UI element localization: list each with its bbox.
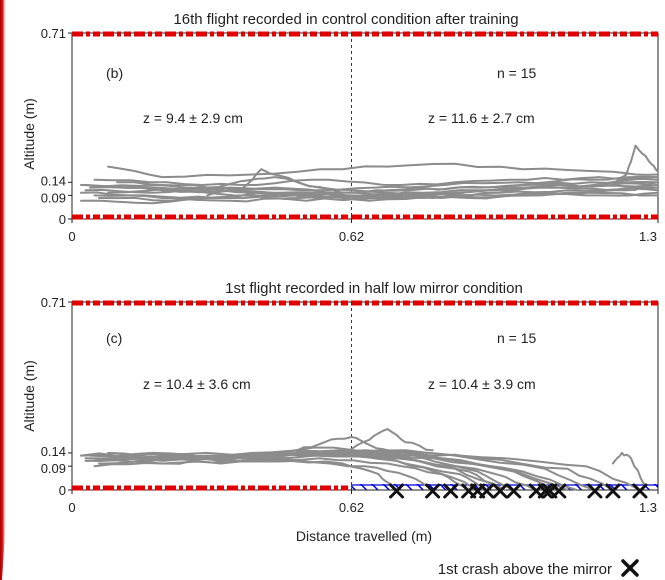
panel-b-z-right: z = 11.6 ± 2.7 cm bbox=[428, 110, 535, 126]
y-tick-label: 0.71 bbox=[41, 26, 66, 41]
crash-stroke bbox=[389, 483, 405, 499]
crash-marker bbox=[506, 483, 522, 499]
x-tick-label: 0.62 bbox=[339, 500, 364, 515]
flight-track-18 bbox=[611, 451, 646, 486]
x-tick-label: 0 bbox=[68, 229, 75, 244]
flight-track-4 bbox=[116, 177, 659, 198]
crash-marker bbox=[605, 483, 621, 499]
panel-c: 1st flight recorded in half low mirror c… bbox=[21, 280, 659, 515]
y-tick-label: 0.71 bbox=[41, 295, 66, 310]
panel-b-z-left: z = 9.4 ± 2.9 cm bbox=[143, 110, 243, 126]
panel-c-n-label: n = 15 bbox=[497, 330, 537, 346]
footer-legend-text: 1st crash above the mirror bbox=[438, 561, 612, 578]
flight-track-16 bbox=[296, 436, 398, 454]
crash-stroke bbox=[479, 483, 495, 499]
crash-marker bbox=[443, 483, 459, 499]
panel-b-label: (b) bbox=[106, 65, 123, 81]
panel-c-z-left: z = 10.4 ± 3.6 cm bbox=[143, 376, 251, 392]
y-tick-label: 0.14 bbox=[41, 173, 66, 188]
y-tick-label: 0.09 bbox=[41, 461, 66, 476]
crash-marker bbox=[492, 483, 508, 499]
x-tick-label: 1.3 bbox=[639, 229, 657, 244]
y-tick-label: 0 bbox=[59, 483, 66, 498]
crash-stroke bbox=[632, 483, 648, 499]
x-tick-label: 0.62 bbox=[339, 229, 364, 244]
panel-b-title: 16th flight recorded in control conditio… bbox=[173, 11, 518, 28]
flight-track-14 bbox=[611, 144, 659, 186]
panel-c-label: (c) bbox=[106, 330, 122, 346]
flight-track-11 bbox=[93, 176, 659, 186]
panel-c-z-right: z = 10.4 ± 3.9 cm bbox=[428, 376, 536, 392]
panel-b-ylabel: Altitude (m) bbox=[21, 98, 37, 170]
flight-track-12 bbox=[161, 176, 457, 197]
panel-c-ylabel: Altitude (m) bbox=[21, 360, 37, 432]
crash-stroke bbox=[443, 483, 459, 499]
crash-marker bbox=[587, 483, 603, 499]
x-tick-label: 0 bbox=[68, 500, 75, 515]
crash-marker bbox=[537, 483, 553, 499]
footer-legend: 1st crash above the mirror bbox=[438, 559, 639, 578]
crash-stroke bbox=[425, 483, 441, 499]
y-tick-label: 0.09 bbox=[41, 190, 66, 205]
crash-stroke bbox=[587, 483, 603, 499]
flight-track-15 bbox=[107, 162, 659, 179]
panel-c-title: 1st flight recorded in half low mirror c… bbox=[225, 280, 523, 297]
flight-track-10 bbox=[80, 191, 659, 205]
crash-stroke bbox=[537, 483, 553, 499]
crash-marker bbox=[425, 483, 441, 499]
crash-stroke bbox=[605, 483, 621, 499]
crash-marker bbox=[389, 483, 405, 499]
y-tick-label: 0 bbox=[59, 212, 66, 227]
crash-stroke bbox=[492, 483, 508, 499]
panel-b: 16th flight recorded in control conditio… bbox=[21, 11, 659, 244]
crash-marker bbox=[551, 483, 567, 499]
flight-track-15 bbox=[107, 449, 641, 491]
flight-track-5 bbox=[80, 183, 659, 199]
crash-marker bbox=[632, 483, 648, 499]
x-axis-label: Distance travelled (m) bbox=[296, 528, 432, 544]
panel-b-n-label: n = 15 bbox=[497, 65, 537, 81]
crash-stroke bbox=[506, 483, 522, 499]
flight-track-13 bbox=[206, 168, 344, 197]
cross-icon bbox=[621, 559, 639, 577]
y-tick-label: 0.14 bbox=[41, 444, 66, 459]
edge-strip bbox=[0, 0, 6, 580]
crash-stroke bbox=[551, 483, 567, 499]
flight-track-17 bbox=[341, 428, 434, 454]
crash-marker bbox=[479, 483, 495, 499]
x-tick-label: 1.3 bbox=[639, 500, 657, 515]
